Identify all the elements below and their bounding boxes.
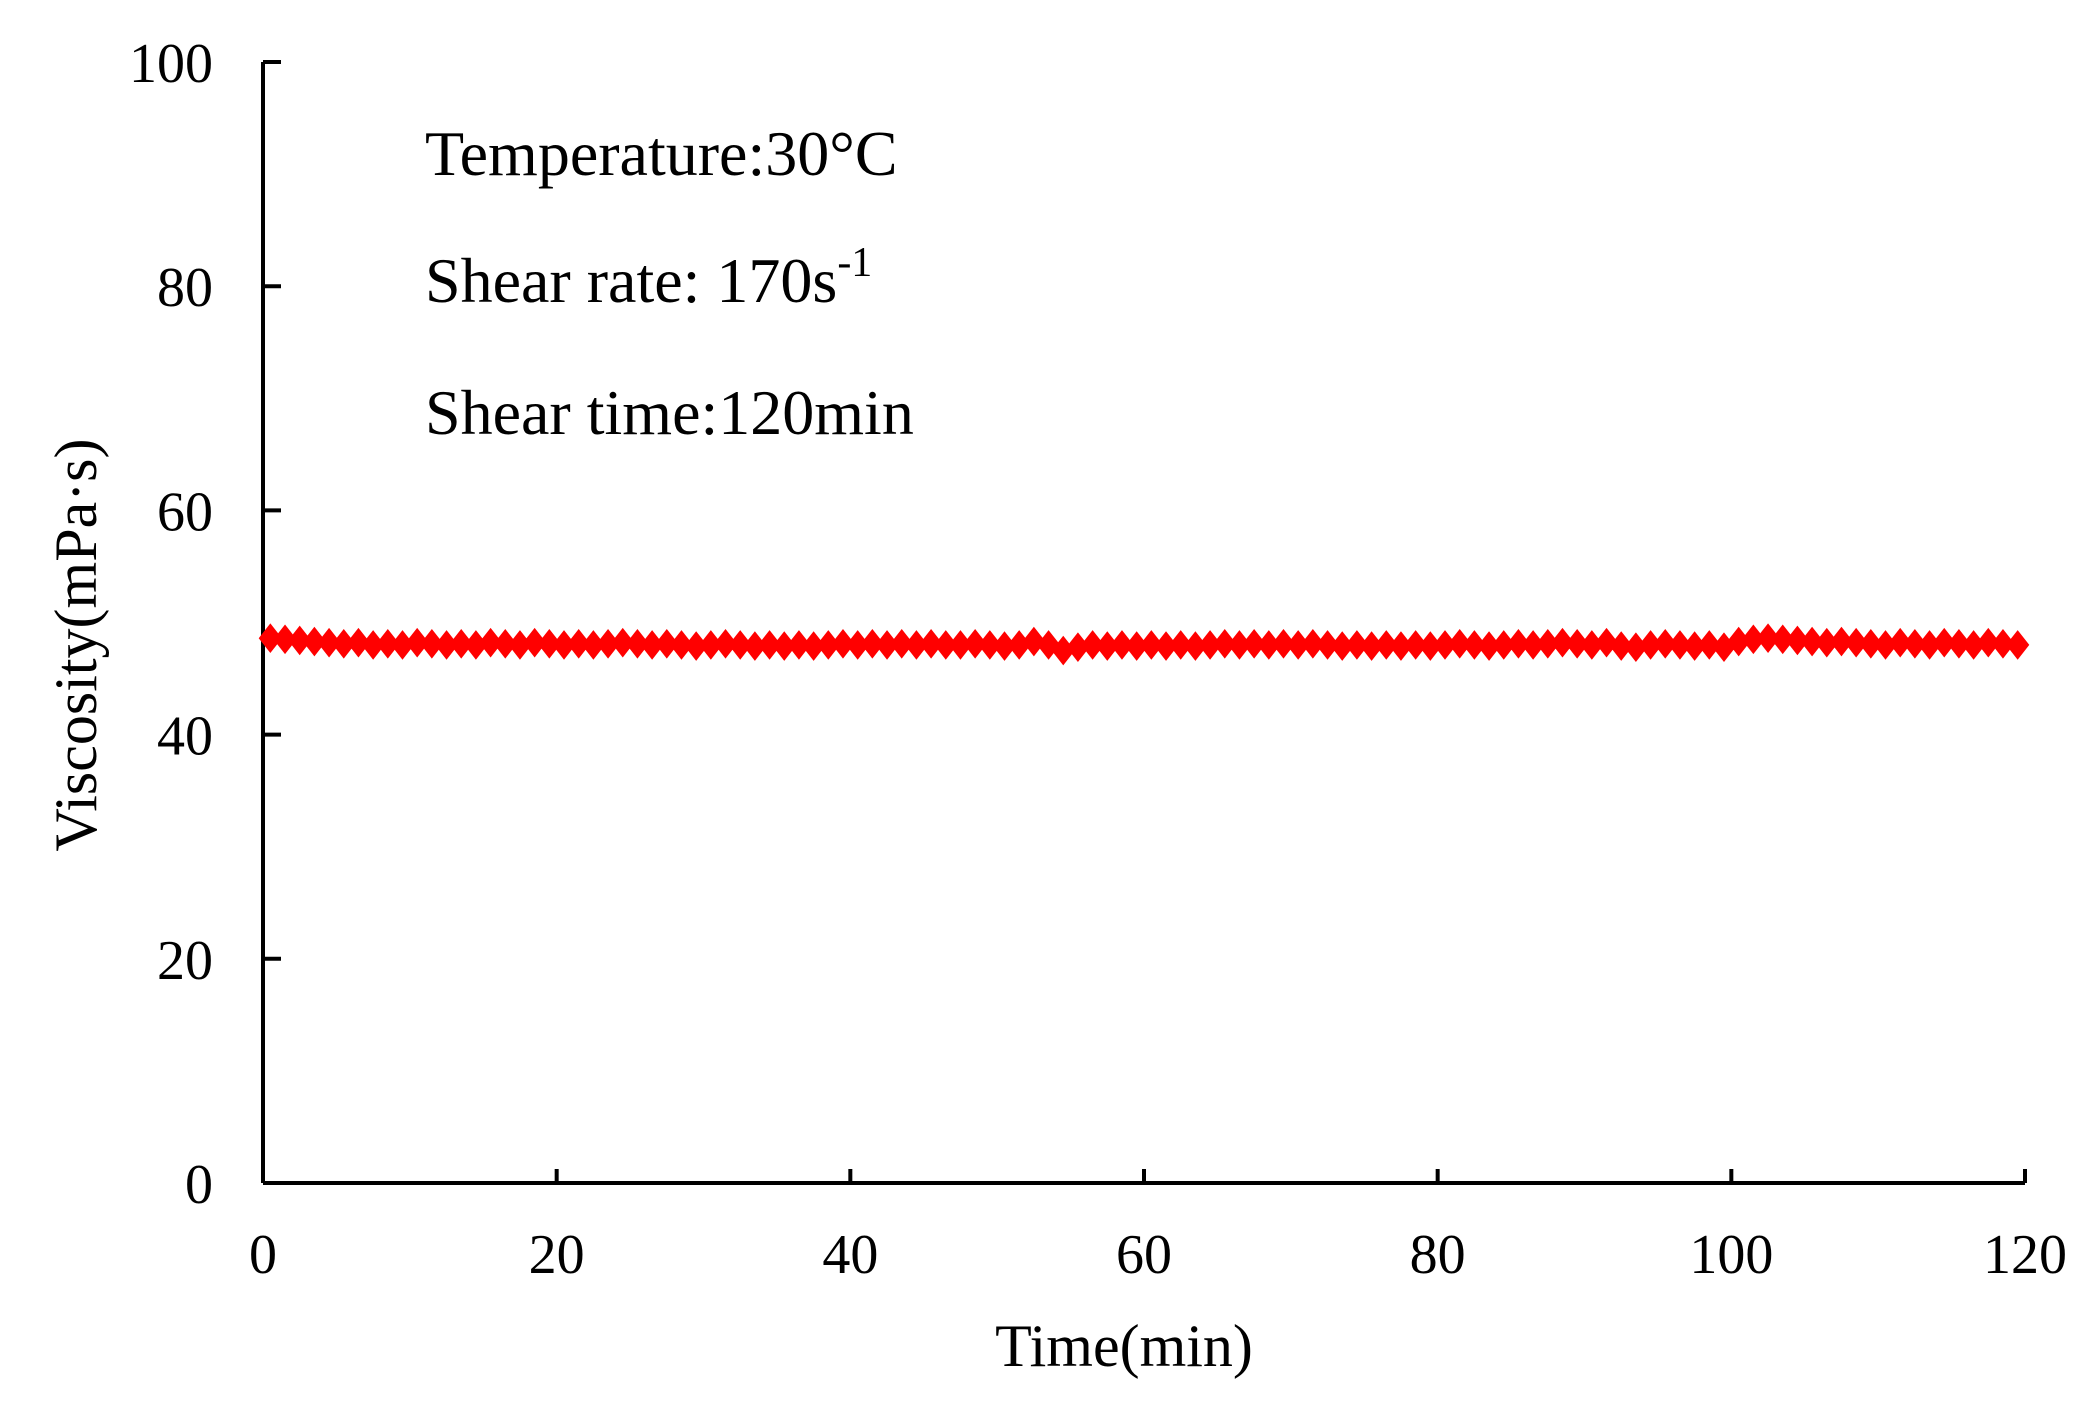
- data-point: [478, 627, 503, 658]
- data-point: [655, 628, 679, 659]
- data-point: [1213, 628, 1237, 659]
- data-point: [1565, 628, 1589, 659]
- data-point: [1697, 630, 1721, 660]
- annotation-temperature: Temperature:30°C: [425, 118, 898, 189]
- data-point: [787, 630, 811, 660]
- x-tick-label: 120: [1983, 1224, 2067, 1286]
- y-tick-label: 20: [157, 930, 213, 992]
- data-point: [1404, 630, 1428, 660]
- data-point: [1991, 628, 2015, 659]
- annotation-shear-rate-superscript: -1: [837, 240, 872, 286]
- data-point: [302, 626, 327, 657]
- data-point: [1169, 630, 1193, 660]
- y-tick-label: 40: [157, 706, 213, 768]
- data-point: [537, 628, 561, 659]
- x-axis-ticks: 0 20 40 60 80 100 120: [249, 1169, 2067, 1286]
- data-point: [1271, 628, 1296, 659]
- y-axis-title: Viscosity(mPa·s): [43, 438, 109, 851]
- y-tick-label: 80: [157, 257, 213, 319]
- data-point: [1932, 627, 1956, 658]
- x-tick-label: 40: [822, 1224, 878, 1286]
- data-point: [523, 627, 547, 658]
- y-tick-label: 60: [157, 481, 213, 543]
- data-point: [890, 628, 914, 659]
- data-point: [2006, 630, 2030, 660]
- data-point: [728, 630, 752, 660]
- data-point: [919, 628, 943, 659]
- data-point: [567, 628, 591, 659]
- data-point: [449, 628, 473, 659]
- y-tick-label: 0: [185, 1154, 213, 1216]
- x-tick-label: 100: [1689, 1224, 1773, 1286]
- data-point: [1976, 627, 2000, 658]
- data-point: [1301, 628, 1325, 659]
- data-point: [1080, 630, 1105, 660]
- x-axis-title: Time(min): [995, 1313, 1253, 1379]
- data-point: [1888, 627, 1912, 658]
- data-point: [963, 628, 987, 659]
- data-point: [1800, 626, 1824, 657]
- data-point: [1110, 630, 1134, 660]
- data-point: [376, 628, 400, 659]
- data-point: [258, 623, 282, 654]
- data-point: [1653, 628, 1677, 659]
- data-point: [1903, 628, 1927, 659]
- y-tick-label: 100: [129, 33, 213, 95]
- data-point: [346, 627, 371, 658]
- data-point: [1756, 623, 1780, 654]
- annotation-shear-rate-text: Shear rate: 170s: [425, 245, 837, 316]
- data-point: [1374, 630, 1398, 660]
- data-point: [1771, 624, 1795, 655]
- data-point: [625, 628, 650, 659]
- data-point: [317, 627, 341, 658]
- data-point: [493, 628, 517, 659]
- data-point: [1462, 630, 1487, 660]
- data-point: [611, 627, 635, 658]
- data-point: [978, 630, 1002, 660]
- data-point: [1594, 627, 1619, 658]
- data-point: [1550, 627, 1575, 658]
- x-tick-label: 80: [1410, 1224, 1466, 1286]
- data-point: [1506, 628, 1531, 659]
- data-point: [1345, 630, 1369, 660]
- x-tick-label: 60: [1116, 1224, 1172, 1286]
- data-point: [405, 627, 429, 658]
- data-point: [1242, 628, 1266, 659]
- data-point: [1785, 625, 1810, 656]
- data-point: [420, 628, 444, 659]
- data-point: [831, 628, 855, 659]
- data-point: [1022, 626, 1046, 657]
- x-tick-label: 0: [249, 1224, 277, 1286]
- data-point: [1609, 631, 1633, 661]
- data-point: [860, 628, 884, 659]
- data-point: [1315, 630, 1340, 660]
- data-point: [1668, 630, 1692, 660]
- data-point: [1448, 628, 1472, 659]
- data-point: [1859, 628, 1883, 659]
- data-point: [1139, 630, 1163, 660]
- annotation-shear-time: Shear time:120min: [425, 377, 914, 448]
- y-axis-ticks: 0 20 40 60 80 100: [129, 33, 281, 1216]
- data-point: [1844, 627, 1868, 658]
- series-viscosity: [258, 623, 2030, 666]
- data-point: [1947, 628, 1971, 659]
- data-point: [1829, 626, 1854, 657]
- data-point: [713, 628, 738, 659]
- data-point: [273, 624, 297, 655]
- x-tick-label: 20: [529, 1224, 585, 1286]
- data-point: [669, 630, 694, 660]
- data-point: [757, 630, 782, 660]
- annotation-shear-rate: Shear rate: 170s-1: [425, 240, 872, 316]
- data-point: [288, 625, 312, 656]
